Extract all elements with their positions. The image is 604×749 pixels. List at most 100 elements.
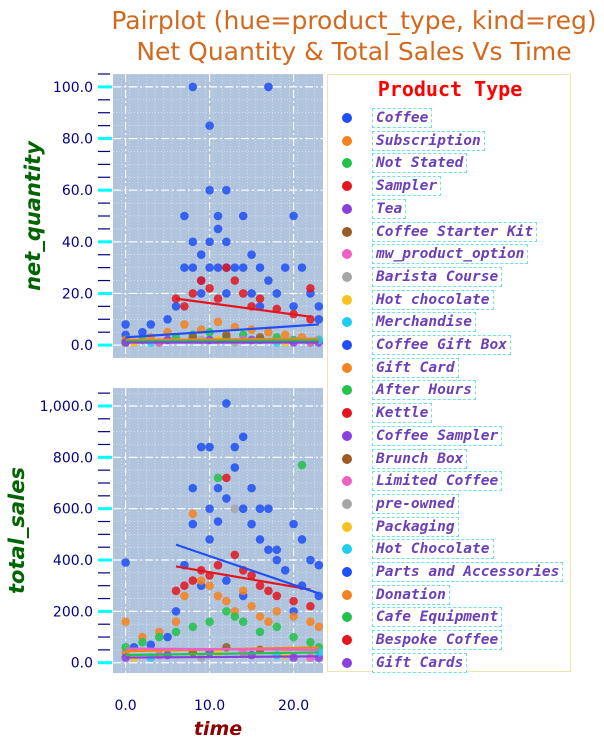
legend-item: Parts and Accessories — [328, 561, 572, 583]
legend-marker — [342, 158, 352, 169]
scatter-point — [255, 504, 265, 513]
chart-title-line-1: Pairplot (hue=product_type, kind=reg) — [111, 6, 597, 35]
scatter-point — [213, 211, 223, 221]
scatter-point — [238, 263, 248, 272]
scatter-point — [188, 289, 198, 298]
scatter-point — [255, 612, 265, 621]
scatter-point — [213, 473, 223, 483]
scatter-point — [196, 289, 206, 298]
scatter-point — [230, 463, 240, 472]
legend-label: Tea — [372, 198, 407, 219]
legend-marker — [342, 544, 352, 555]
scatter-point — [196, 250, 206, 260]
scatter-point — [222, 237, 231, 247]
scatter-point — [205, 121, 214, 130]
scatter-point — [188, 263, 198, 272]
scatter-point — [289, 596, 298, 606]
scatter-point — [280, 330, 290, 340]
legend-item: Cafe Equipment — [328, 606, 572, 628]
scatter-point — [163, 314, 172, 324]
scatter-point — [306, 601, 315, 611]
legend-item: mw_product_option — [328, 243, 572, 265]
scatter-point — [205, 581, 214, 591]
legend-item: Limited Coffee — [328, 470, 572, 492]
legend-label: Barista Course — [372, 266, 503, 287]
scatter-point — [213, 317, 223, 327]
legend-marker — [342, 521, 352, 532]
scatter-point — [238, 504, 248, 513]
scatter-point — [247, 483, 256, 493]
legend-label: Parts and Accessories — [372, 562, 564, 582]
scatter-point — [188, 483, 198, 493]
legend-marker — [342, 430, 352, 441]
legend-item: Hot chocolate — [328, 289, 572, 311]
legend-marker — [342, 271, 352, 282]
legend-marker — [342, 498, 352, 509]
plot-area — [113, 388, 323, 673]
scatter-point — [171, 302, 181, 311]
scatter-point — [188, 509, 198, 519]
legend-marker — [342, 249, 352, 260]
legend-marker — [342, 567, 352, 577]
scatter-point — [205, 504, 214, 513]
scatter-point — [171, 607, 181, 616]
scatter-point — [289, 612, 298, 621]
legend-item: Packaging — [328, 516, 572, 538]
legend-label: After Hours — [372, 380, 477, 401]
legend-item: Hot Chocolate — [328, 538, 572, 560]
scatter-point — [238, 617, 248, 626]
scatter-point — [264, 504, 273, 513]
scatter-point — [306, 637, 315, 647]
chart-title-line-2: Net Quantity & Total Sales Vs Time — [136, 37, 572, 66]
scatter-point — [247, 571, 256, 580]
legend-item: Brunch Box — [328, 448, 572, 470]
legend-item: Coffee Sampler — [328, 425, 572, 447]
scatter-point — [255, 627, 265, 637]
legend-item: pre-owned — [328, 493, 572, 515]
scatter-point — [196, 442, 206, 452]
legend-item: Subscription — [328, 130, 572, 152]
scatter-point — [272, 289, 282, 298]
scatter-point — [205, 185, 214, 195]
scatter-point — [255, 302, 265, 311]
scatter-point — [280, 263, 290, 272]
regression-line — [125, 647, 319, 651]
legend-item: Coffee Gift Box — [328, 334, 572, 356]
scatter-point — [154, 632, 164, 642]
scatter-point — [272, 591, 282, 601]
legend-item: Bespoke Coffee — [328, 629, 572, 651]
legend-label: Brunch Box — [372, 448, 468, 469]
scatter-point — [213, 224, 223, 234]
scatter-point — [222, 330, 231, 340]
scatter-point — [138, 327, 147, 337]
scatter-point — [196, 276, 206, 285]
scatter-point — [213, 263, 223, 272]
legend-marker — [342, 408, 352, 419]
legend-item: Sampler — [328, 175, 572, 197]
legend-item: After Hours — [328, 379, 572, 401]
scatter-point — [272, 545, 282, 555]
scatter-point — [255, 294, 265, 303]
scatter-point — [222, 596, 231, 606]
scatter-point — [314, 302, 323, 311]
legend-marker — [342, 203, 352, 214]
scatter-point — [272, 607, 282, 616]
scatter-point — [314, 314, 323, 324]
scatter-point — [297, 535, 307, 544]
scatter-point — [230, 612, 240, 621]
scatter-point — [213, 560, 223, 570]
scatter-point — [264, 327, 273, 337]
legend-marker — [342, 612, 352, 623]
total-sales-panel: 0.0 200.0 400.0 600.0 800.0 1,000.0 total_sale… — [5, 388, 323, 673]
legend-label: Limited Coffee — [372, 471, 503, 492]
scatter-point — [230, 550, 240, 560]
scatter-point — [306, 555, 315, 565]
legend-marker — [342, 226, 352, 237]
scatter-point — [247, 289, 256, 298]
legend-label: Kettle — [372, 403, 433, 424]
scatter-point — [121, 558, 130, 567]
scatter-point — [222, 289, 231, 298]
legend-marker — [342, 385, 352, 396]
y-tick-label: 20.0 — [62, 286, 93, 302]
scatter-point — [205, 617, 214, 626]
